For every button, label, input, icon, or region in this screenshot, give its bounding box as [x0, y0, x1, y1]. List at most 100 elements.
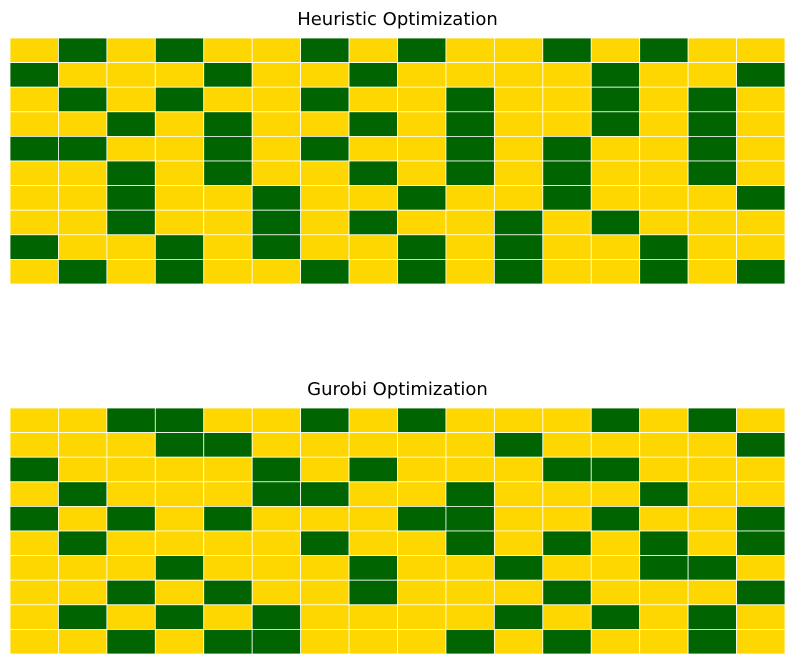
- gurobi-cell-r9-c0: [9, 629, 59, 655]
- heuristic-cell-r4-c11: [542, 135, 592, 162]
- gurobi-cell-r7-c7: [348, 579, 398, 606]
- gurobi-cell-r6-c12: [590, 555, 641, 581]
- heuristic-cell-r5-c13: [639, 160, 689, 187]
- gurobi-cell-r2-c2: [106, 456, 156, 483]
- gurobi-cell-r6-c9: [445, 555, 495, 581]
- heuristic-cell-r5-c6: [300, 160, 350, 187]
- gurobi-cell-r5-c15: [736, 530, 786, 557]
- heuristic-cell-r4-c4: [203, 135, 253, 162]
- heuristic-cell-r8-c1: [58, 234, 108, 260]
- gurobi-cell-r4-c9: [445, 505, 495, 532]
- gurobi-cell-r4-c0: [9, 505, 59, 532]
- gurobi-cell-r3-c1: [58, 481, 108, 507]
- heuristic-cell-r3-c9: [445, 111, 495, 137]
- gurobi-cell-r6-c11: [542, 555, 592, 581]
- gurobi-cell-r1-c2: [106, 432, 156, 458]
- heuristic-cell-r2-c8: [397, 86, 447, 113]
- gurobi-cell-r0-c7: [348, 407, 398, 434]
- heuristic-cell-r5-c8: [397, 160, 447, 187]
- gurobi-cell-r8-c8: [397, 604, 447, 630]
- gurobi-cell-r9-c8: [397, 629, 447, 655]
- heuristic-cell-r2-c4: [203, 86, 253, 113]
- heuristic-cell-r1-c15: [736, 62, 786, 88]
- gurobi-cell-r4-c14: [687, 505, 737, 532]
- gurobi-cell-r9-c14: [687, 629, 737, 655]
- gurobi-cell-r4-c15: [736, 505, 786, 532]
- gurobi-cell-r3-c15: [736, 481, 786, 507]
- gurobi-cell-r4-c2: [106, 505, 156, 532]
- gurobi-cell-r4-c13: [639, 505, 689, 532]
- heuristic-cell-r0-c4: [203, 37, 253, 64]
- gurobi-cell-r3-c9: [445, 481, 495, 507]
- heuristic-cell-r0-c12: [590, 37, 641, 64]
- gurobi-cell-r3-c4: [203, 481, 253, 507]
- heuristic-cell-r7-c6: [300, 209, 350, 236]
- heuristic-cell-r4-c3: [154, 135, 205, 162]
- gurobi-cell-r5-c13: [639, 530, 689, 557]
- heuristic-cell-r6-c13: [639, 185, 689, 211]
- heuristic-cell-r2-c7: [348, 86, 398, 113]
- gurobi-cell-r0-c13: [639, 407, 689, 434]
- gurobi-cell-r6-c4: [203, 555, 253, 581]
- heuristic-cell-r9-c4: [203, 258, 253, 285]
- gurobi-cell-r9-c6: [300, 629, 350, 655]
- gurobi-cell-r5-c0: [9, 530, 59, 557]
- gurobi-cell-r4-c8: [397, 505, 447, 532]
- heuristic-cell-r1-c0: [9, 62, 59, 88]
- heuristic-cell-r1-c1: [58, 62, 108, 88]
- heuristic-cell-r6-c7: [348, 185, 398, 211]
- heuristic-cell-r9-c3: [154, 258, 205, 285]
- heuristic-cell-r9-c2: [106, 258, 156, 285]
- heuristic-cell-r2-c1: [58, 86, 108, 113]
- heuristic-cell-r7-c0: [9, 209, 59, 236]
- gurobi-cell-r1-c14: [687, 432, 737, 458]
- gurobi-cell-r1-c6: [300, 432, 350, 458]
- heuristic-cell-r9-c0: [9, 258, 59, 285]
- heuristic-cell-r6-c2: [106, 185, 156, 211]
- gurobi-cell-r4-c4: [203, 505, 253, 532]
- gurobi-cell-r8-c5: [251, 604, 302, 630]
- heuristic-cell-r3-c8: [397, 111, 447, 137]
- heuristic-cell-r5-c9: [445, 160, 495, 187]
- heuristic-cell-r8-c0: [9, 234, 59, 260]
- heuristic-cell-r9-c8: [397, 258, 447, 285]
- heuristic-cell-r9-c9: [445, 258, 495, 285]
- gurobi-cell-r6-c3: [154, 555, 205, 581]
- heuristic-cell-r1-c11: [542, 62, 592, 88]
- heuristic-cell-r0-c15: [736, 37, 786, 64]
- gurobi-cell-r1-c10: [493, 432, 544, 458]
- heuristic-cell-r6-c6: [300, 185, 350, 211]
- heuristic-cell-r7-c4: [203, 209, 253, 236]
- gurobi-cell-r7-c2: [106, 579, 156, 606]
- heuristic-cell-r5-c0: [9, 160, 59, 187]
- heuristic-cell-r3-c3: [154, 111, 205, 137]
- gurobi-cell-r6-c13: [639, 555, 689, 581]
- gurobi-cell-r5-c10: [493, 530, 544, 557]
- heuristic-cell-r6-c15: [736, 185, 786, 211]
- gurobi-cell-r3-c11: [542, 481, 592, 507]
- heuristic-cell-r1-c3: [154, 62, 205, 88]
- gurobi-cell-r7-c14: [687, 579, 737, 606]
- gurobi-cell-r8-c4: [203, 604, 253, 630]
- gurobi-cell-r9-c2: [106, 629, 156, 655]
- gurobi-cell-r6-c2: [106, 555, 156, 581]
- heuristic-cell-r0-c11: [542, 37, 592, 64]
- gurobi-cell-r7-c9: [445, 579, 495, 606]
- heuristic-cell-r8-c3: [154, 234, 205, 260]
- gurobi-cell-r6-c15: [736, 555, 786, 581]
- gurobi-cell-r0-c6: [300, 407, 350, 434]
- gurobi-cell-r6-c5: [251, 555, 302, 581]
- heuristic-cell-r8-c10: [493, 234, 544, 260]
- heuristic-cell-r9-c1: [58, 258, 108, 285]
- heuristic-cell-r8-c7: [348, 234, 398, 260]
- gurobi-cell-r8-c1: [58, 604, 108, 630]
- heuristic-cell-r3-c15: [736, 111, 786, 137]
- gurobi-cell-r6-c7: [348, 555, 398, 581]
- heuristic-cell-r6-c5: [251, 185, 302, 211]
- gurobi-cell-r2-c4: [203, 456, 253, 483]
- gurobi-cell-r2-c11: [542, 456, 592, 483]
- gurobi-cell-r8-c13: [639, 604, 689, 630]
- gurobi-cell-r7-c13: [639, 579, 689, 606]
- heuristic-cell-r5-c11: [542, 160, 592, 187]
